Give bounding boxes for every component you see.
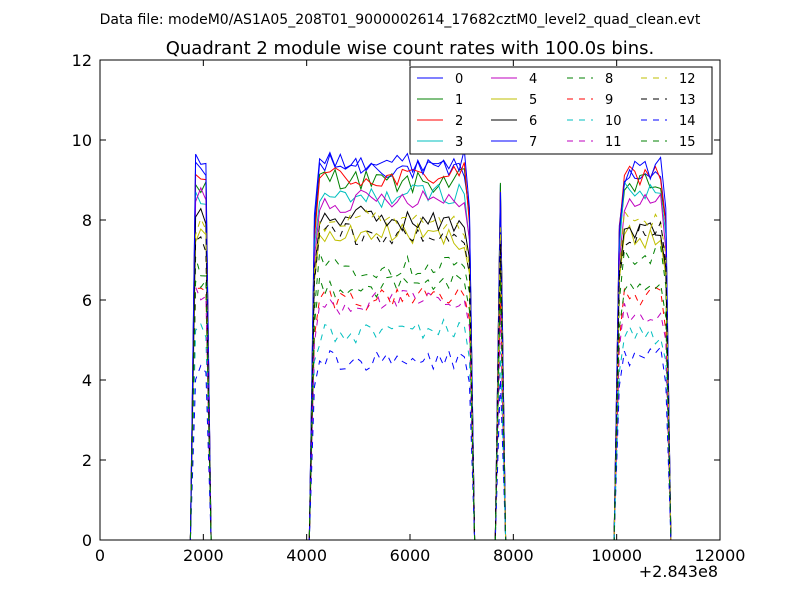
series-line-11	[180, 286, 720, 540]
y-tick-label: 8	[82, 211, 92, 230]
y-tick-label: 10	[72, 131, 92, 150]
legend-label-7: 7	[529, 135, 537, 150]
chart-title: Quadrant 2 module wise count rates with …	[166, 38, 655, 59]
x-tick-label: 0	[95, 546, 105, 565]
series-line-6	[180, 205, 720, 540]
y-tick-label: 4	[82, 371, 92, 390]
legend-label-8: 8	[605, 72, 613, 87]
suptitle: Data file: modeM0/AS1A05_208T01_90000026…	[100, 12, 701, 28]
x-tick-label: 12000	[695, 546, 746, 565]
series-line-3	[180, 180, 720, 540]
legend-label-15: 15	[679, 135, 696, 150]
legend-label-11: 11	[605, 135, 622, 150]
series-line-2	[180, 162, 720, 540]
series-line-7	[180, 149, 720, 540]
series-line-10	[180, 318, 720, 540]
series-line-15	[180, 272, 720, 540]
legend-label-12: 12	[679, 72, 696, 87]
legend-label-13: 13	[679, 93, 696, 108]
legend-label-1: 1	[455, 93, 463, 108]
legend-label-3: 3	[455, 135, 463, 150]
legend-label-9: 9	[605, 93, 613, 108]
series-line-5	[180, 221, 720, 540]
legend-label-6: 6	[529, 114, 537, 129]
legend-label-10: 10	[605, 114, 622, 129]
y-tick-label: 12	[72, 51, 92, 70]
series-layer	[180, 149, 720, 540]
legend-label-14: 14	[679, 114, 696, 129]
legend-label-5: 5	[529, 93, 537, 108]
x-tick-label: 10000	[591, 546, 642, 565]
legend-label-0: 0	[455, 72, 463, 87]
y-tick-label: 6	[82, 291, 92, 310]
axes-frame	[99, 59, 721, 541]
x-tick-label: 6000	[390, 546, 431, 565]
series-line-14	[180, 345, 720, 540]
x-offset-label: +2.843e8	[639, 562, 718, 581]
series-line-8	[180, 245, 720, 540]
series-line-0	[180, 153, 720, 540]
legend-label-4: 4	[529, 72, 537, 87]
series-line-13	[180, 220, 720, 540]
y-tick-label: 2	[82, 451, 92, 470]
series-line-9	[180, 285, 720, 540]
x-tick-label: 4000	[286, 546, 327, 565]
series-line-12	[180, 209, 720, 540]
x-tick-label: 2000	[183, 546, 224, 565]
legend-label-2: 2	[455, 114, 463, 129]
series-line-1	[180, 168, 720, 540]
x-tick-label: 8000	[493, 546, 534, 565]
y-tick-label: 0	[82, 531, 92, 550]
series-line-4	[180, 186, 720, 540]
legend-box	[409, 66, 713, 155]
